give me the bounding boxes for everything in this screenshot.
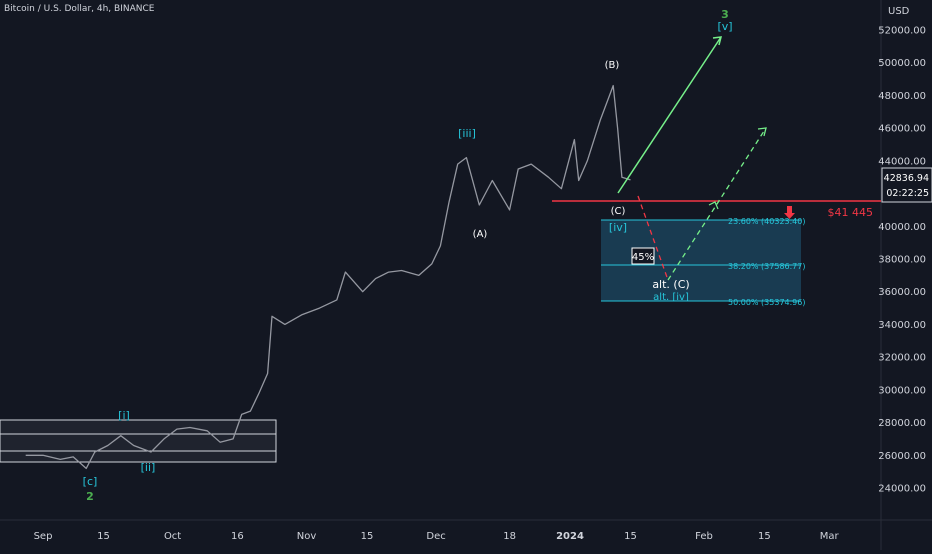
wave-label-v: [v] (717, 20, 732, 33)
time-tick-label: Nov (297, 531, 317, 542)
wave-label-2: 2 (86, 490, 94, 503)
time-axis-ticks: Sep 15 Oct 16 Nov 15 Dec 18 2024 15 Feb 15 Mar (34, 531, 840, 542)
price-series-line (25, 84, 631, 470)
price-tick-label: 48000.00 (878, 91, 926, 102)
projection-primary (617, 36, 722, 194)
price-tick-label: 36000.00 (878, 287, 926, 298)
projection-alternate-up (667, 127, 767, 281)
time-tick-label: 15 (97, 531, 110, 542)
wave-label-B: (B) (605, 60, 620, 71)
time-tick-label: Sep (34, 531, 53, 542)
currency-label: USD (888, 6, 910, 17)
last-price-value: 42836.94 (884, 173, 929, 184)
time-tick-label: 18 (503, 531, 516, 542)
time-tick-label: 15 (361, 531, 374, 542)
wave-label-c: [c] (83, 475, 98, 488)
price-axis-background (881, 0, 932, 550)
time-tick-label: Feb (695, 531, 713, 542)
wave-label-3: 3 (721, 8, 729, 21)
wave-label-alt-iv: alt. [iv] (653, 292, 689, 303)
price-tick-label: 38000.00 (878, 255, 926, 266)
price-tick-label: 30000.00 (878, 385, 926, 396)
fib-zone-lower (601, 265, 801, 301)
time-tick-label: 15 (624, 531, 637, 542)
price-tick-label: 40000.00 (878, 222, 926, 233)
wave-label-iv: [iv] (609, 221, 627, 234)
wave-label-C: (C) (611, 206, 626, 217)
symbol-header: Bitcoin / U.S. Dollar, 4h, BINANCE (4, 4, 155, 14)
wave-label-iii: [iii] (458, 127, 476, 140)
time-tick-label: Oct (164, 531, 181, 542)
fib-label-500: 50.00% (35374.96) (728, 298, 805, 307)
wave-label-ii: [ii] (141, 461, 156, 474)
price-tick-label: 32000.00 (878, 353, 926, 364)
price-tick-label: 44000.00 (878, 156, 926, 167)
wave-label-i: [i] (118, 409, 130, 422)
time-tick-label: Mar (820, 531, 840, 542)
wave-label-alt-C: alt. (C) (652, 278, 689, 291)
wave-label-A: (A) (473, 229, 488, 240)
price-tick-label: 34000.00 (878, 320, 926, 331)
fib-label-382: 38.20% (37586.77) (728, 262, 805, 271)
time-tick-label: Dec (426, 531, 445, 542)
price-tick-label: 28000.00 (878, 418, 926, 429)
range-box (0, 419, 277, 463)
price-axis-ticks: 52000.00 50000.00 48000.00 46000.00 44000.00… (878, 26, 926, 495)
projection-alternate-down (637, 195, 669, 281)
fib-zone (601, 219, 801, 302)
countdown-value: 02:22:25 (886, 188, 929, 199)
fib-label-236: 23.60% (40323.40) (728, 217, 805, 226)
price-tick-label: 46000.00 (878, 124, 926, 135)
time-tick-label: 2024 (556, 531, 584, 542)
percent-box-label: 45% (632, 252, 654, 263)
price-tick-label: 26000.00 (878, 451, 926, 462)
percent-box (631, 247, 655, 265)
price-tick-label: 24000.00 (878, 484, 926, 495)
time-tick-label: 16 (231, 531, 244, 542)
last-price-badge: 42836.94 02:22:25 (881, 167, 932, 203)
price-tick-label: 52000.00 (878, 26, 926, 37)
support-label: $41 445 (828, 206, 874, 219)
time-tick-label: 15 (758, 531, 771, 542)
price-tick-label: 50000.00 (878, 58, 926, 69)
arrow-down-icon (784, 206, 795, 219)
